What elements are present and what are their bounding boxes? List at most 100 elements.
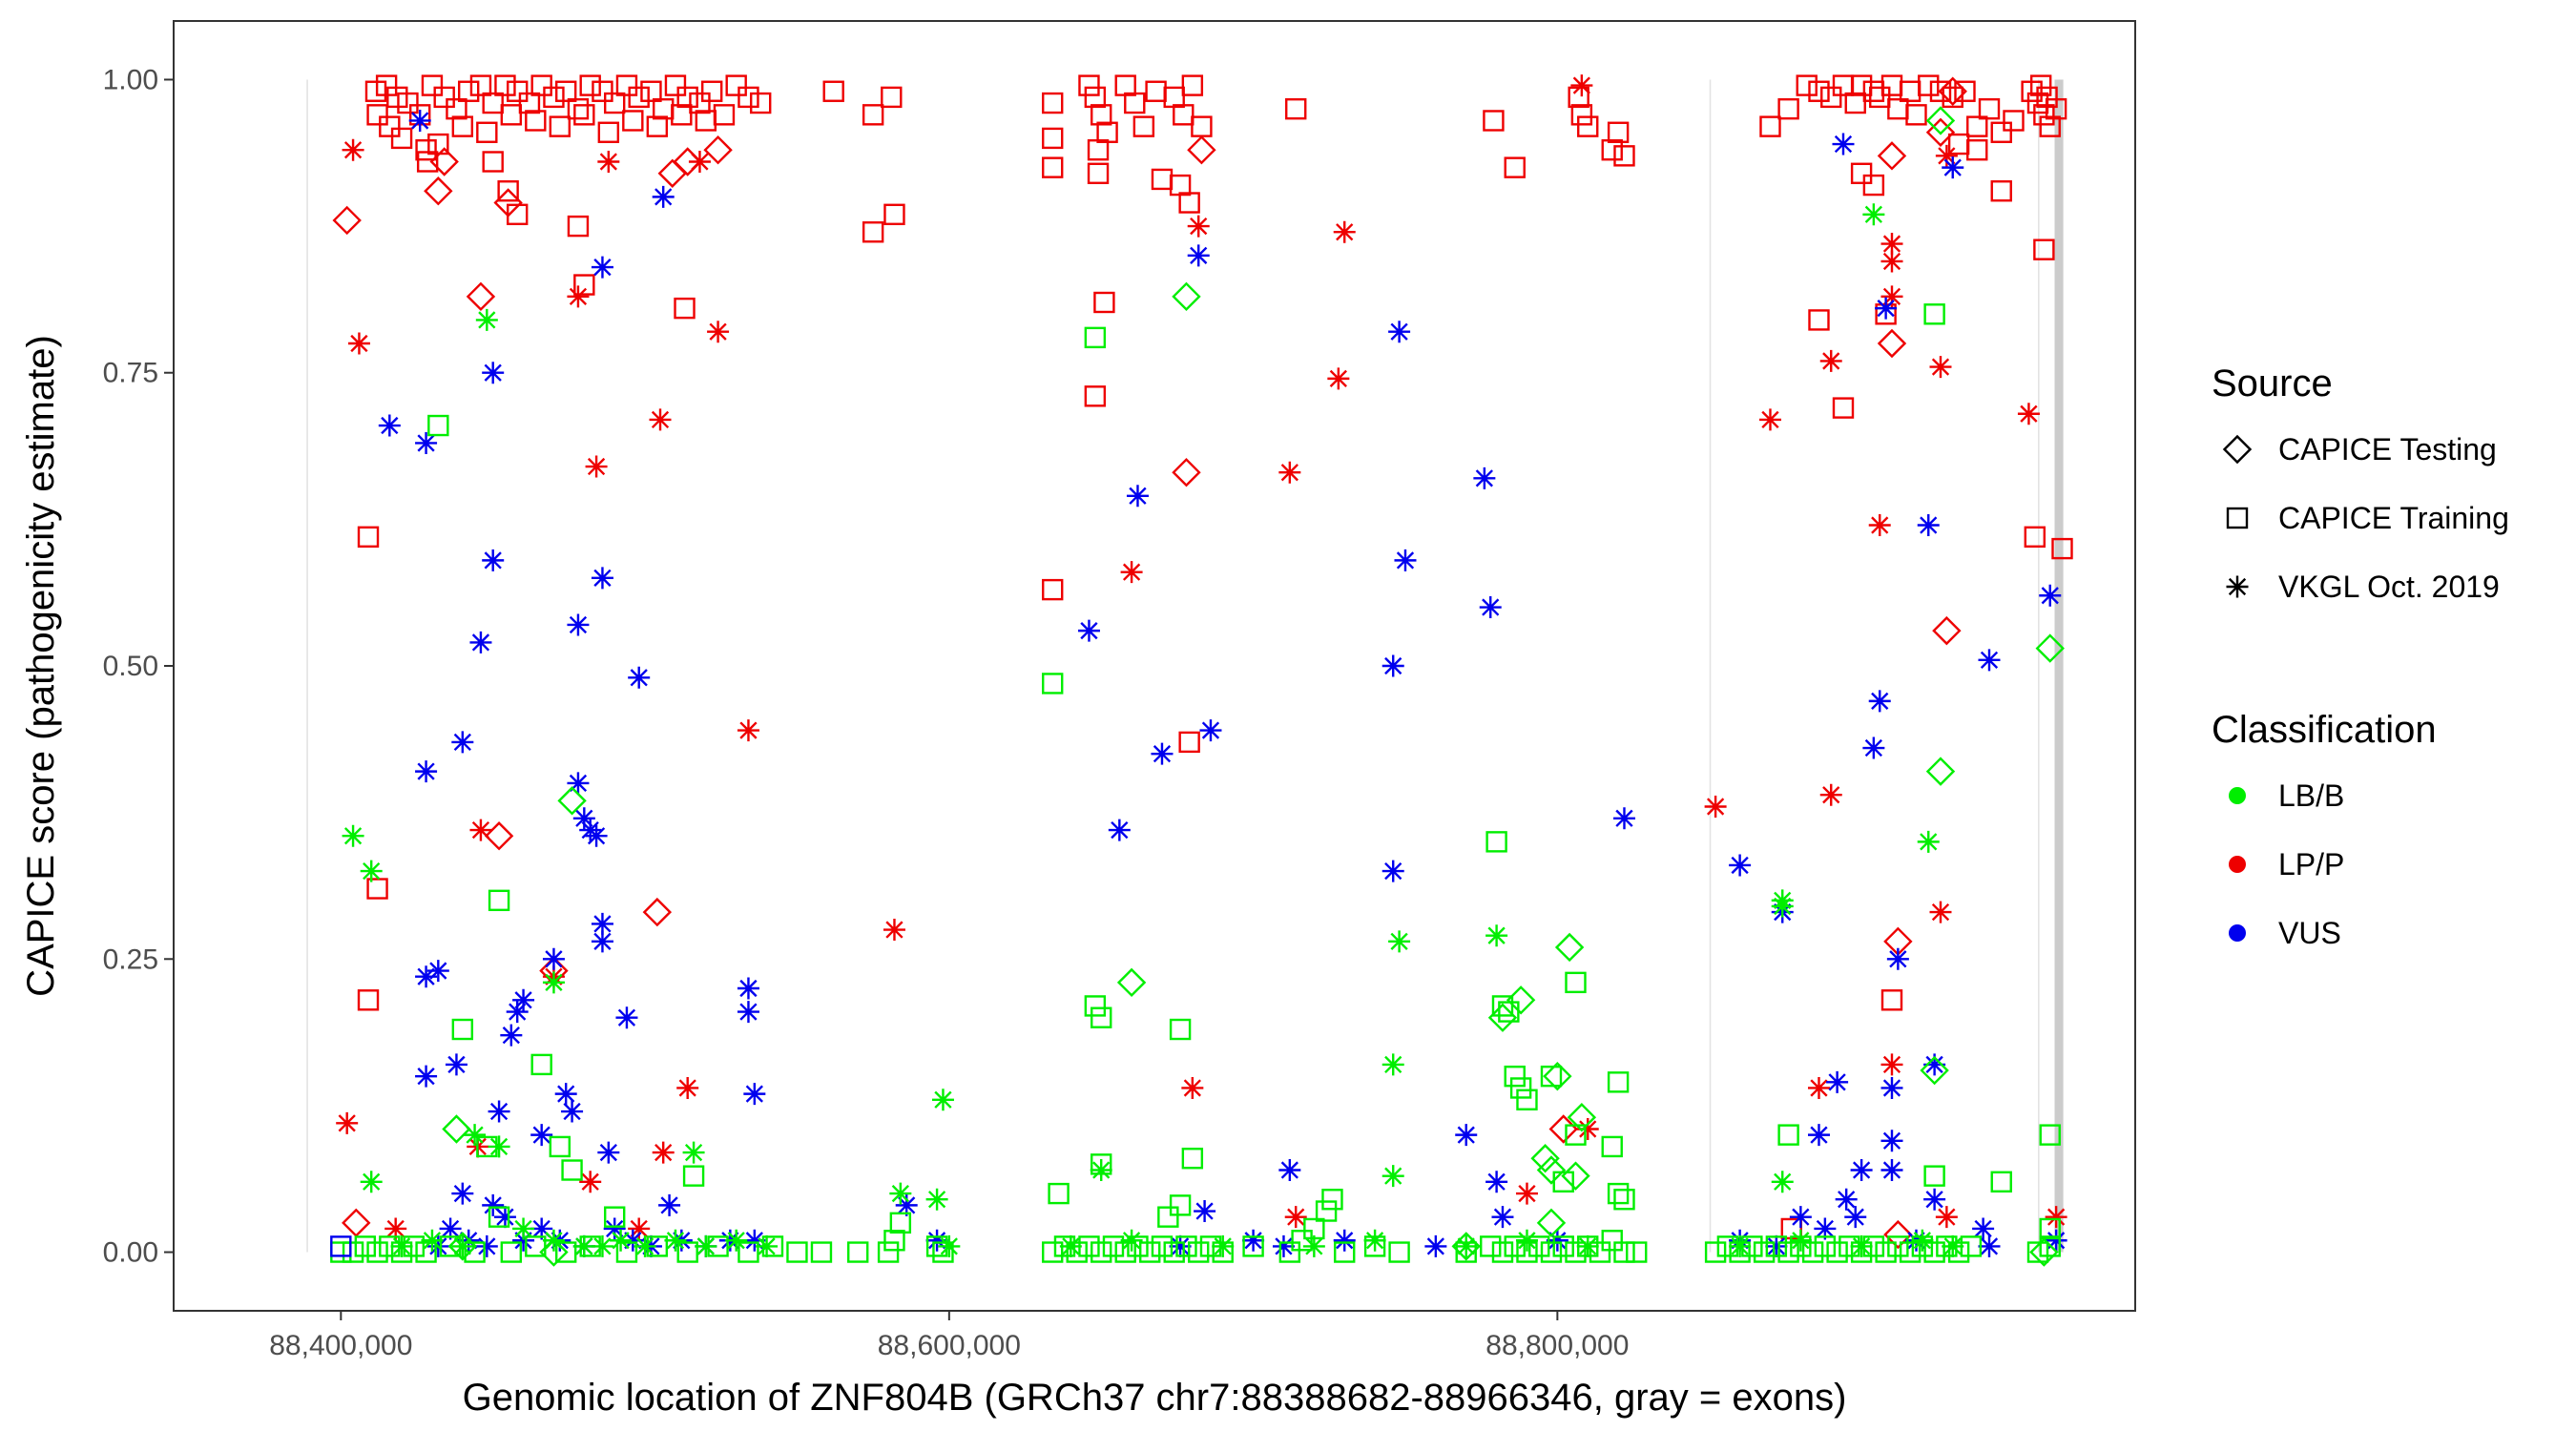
data-point <box>1808 80 1830 102</box>
data-point <box>567 285 590 308</box>
data-point <box>1771 1171 1794 1193</box>
data-point <box>543 86 565 109</box>
data-point <box>1704 795 1727 818</box>
exon-band-4 <box>2054 79 2064 1253</box>
data-point <box>482 549 505 571</box>
data-point <box>737 719 759 742</box>
data-point <box>1899 80 1922 102</box>
legend-source-label: CAPICE Testing <box>2278 432 2497 467</box>
data-point <box>451 731 474 754</box>
data-point <box>761 1235 784 1257</box>
data-point <box>1504 156 1526 178</box>
data-point <box>360 860 383 882</box>
data-point <box>597 1141 620 1164</box>
data-point <box>2033 238 2055 260</box>
data-point <box>451 115 474 137</box>
data-point <box>1899 1241 1922 1263</box>
data-point <box>1157 1206 1179 1228</box>
data-point <box>1487 1003 1518 1032</box>
data-point <box>572 807 595 830</box>
data-point <box>725 1229 748 1252</box>
data-point <box>1536 1208 1567 1238</box>
data-point <box>1832 397 1855 419</box>
data-point <box>336 1111 359 1134</box>
data-point <box>530 1053 552 1076</box>
data-point <box>707 321 730 343</box>
data-point <box>1199 719 1222 742</box>
data-point <box>1485 1171 1508 1193</box>
data-point <box>1053 1235 1076 1257</box>
data-point <box>408 109 431 132</box>
data-point <box>2039 584 2062 607</box>
legend-source-title: Source <box>2212 363 2333 404</box>
data-point <box>1172 281 1201 312</box>
data-point <box>1589 1241 1611 1263</box>
data-point <box>1540 1241 1563 1263</box>
data-point <box>1194 1200 1216 1223</box>
data-point <box>1880 250 1903 273</box>
data-point <box>1917 830 1940 853</box>
data-point <box>1504 1065 1526 1088</box>
data-point <box>883 919 905 942</box>
data-point <box>390 1234 413 1257</box>
data-point <box>1473 467 1496 489</box>
data-point <box>640 80 662 102</box>
data-point <box>1844 1206 1867 1229</box>
data-point <box>466 281 496 312</box>
data-point <box>1887 97 1909 120</box>
data-point <box>1729 1234 1752 1257</box>
data-point <box>1935 1206 1958 1229</box>
data-point <box>610 1229 633 1252</box>
data-point <box>1388 1241 1410 1263</box>
data-point <box>1451 1232 1481 1261</box>
data-point <box>1327 367 1350 390</box>
data-point <box>1187 215 1210 238</box>
data-point <box>1212 1241 1234 1263</box>
data-point <box>1381 1053 1404 1076</box>
data-point <box>530 1217 553 1240</box>
series-LPP-asterisk <box>336 74 2067 1240</box>
data-point <box>1577 115 1599 137</box>
data-point <box>1911 1229 1934 1252</box>
data-point <box>561 1159 583 1181</box>
data-point <box>525 1235 547 1257</box>
data-point <box>877 1241 900 1263</box>
data-point <box>1814 1235 1837 1257</box>
data-point <box>360 1171 383 1193</box>
data-point <box>1883 1219 1913 1250</box>
data-point <box>567 613 590 636</box>
data-point <box>1042 578 1064 601</box>
data-point <box>1862 174 1885 197</box>
data-point <box>1302 1234 1325 1257</box>
data-point <box>476 1135 498 1158</box>
data-point <box>1303 1217 1325 1240</box>
data-point <box>415 431 438 454</box>
data-point <box>1862 736 1885 759</box>
data-point <box>1780 1217 1803 1240</box>
data-point <box>676 86 698 109</box>
data-point <box>1880 1159 1903 1182</box>
data-point <box>1880 74 1903 96</box>
data-point <box>530 1124 553 1147</box>
data-point <box>1942 86 1963 109</box>
data-point <box>1887 1235 1909 1257</box>
data-point <box>1612 807 1635 830</box>
data-point <box>1777 1241 1799 1263</box>
data-point <box>1272 1234 1295 1257</box>
data-point <box>1729 854 1752 877</box>
data-point <box>1191 115 1213 137</box>
data-point <box>1880 1076 1903 1099</box>
data-point <box>1516 1241 1538 1263</box>
data-point <box>1181 74 1204 96</box>
data-point <box>1530 1144 1560 1173</box>
data-point <box>1765 1234 1788 1257</box>
data-point <box>494 74 516 96</box>
data-point <box>1315 1200 1338 1222</box>
data-point <box>591 256 613 279</box>
data-point <box>1126 485 1149 508</box>
data-point <box>1278 461 1301 484</box>
data-point <box>403 1235 426 1257</box>
legend-key-diamond <box>2222 434 2253 465</box>
data-point <box>646 115 669 137</box>
data-point <box>1771 895 1794 918</box>
